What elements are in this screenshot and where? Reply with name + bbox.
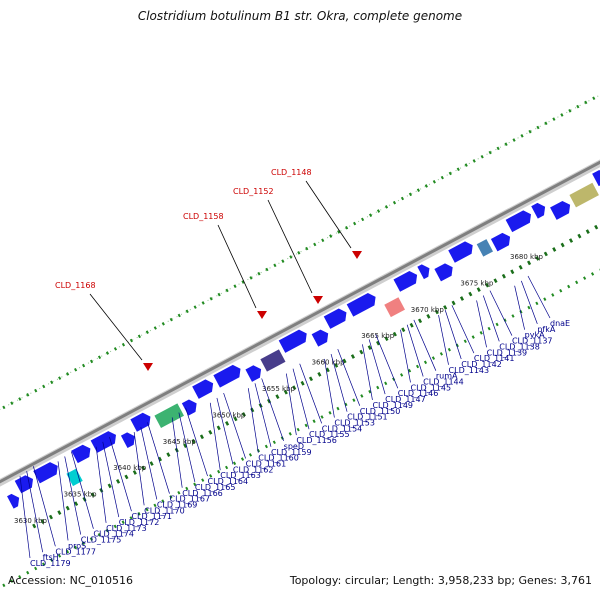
gene-label: CLD_1154 [322,424,363,433]
gene-label: CLD_1155 [309,430,350,439]
scale-label: 3665 kbp [361,332,395,340]
gene-label: CLD_1156 [296,436,337,445]
scale-label: 3650 kbp [212,411,246,419]
gene-label: CLD_1159 [271,448,312,457]
gene-label: CLD_1170 [144,506,185,515]
scale-label: 3680 kbp [510,253,544,261]
scale-label: 3635 kbp [64,491,98,499]
gene-label: CLD_1174 [93,530,134,539]
callout-label: CLD_1148 [271,168,312,177]
scale-label: 3630 kbp [14,517,48,525]
gene-label: CLD_1177 [55,547,96,556]
scale-label: 3640 kbp [113,464,147,472]
gene-label: CLD_1165 [195,483,236,492]
gene-label: CLD_1162 [233,465,274,474]
gene-label: CLD_1137 [512,337,553,346]
scale-label: 3660 kbp [312,359,346,367]
scale-ticks [32,224,599,529]
gene-label: CLD_1163 [220,471,261,480]
scale-label: 3675 kbp [460,279,494,287]
genome-summary-text: Topology: circular; Length: 3,958,233 bp… [289,574,592,587]
figure-title: Clostridium botulinum B1 str. Okra, comp… [137,9,463,23]
gene-label: CLD_1161 [246,459,287,468]
callout-group: CLD_1168 CLD_1158 CLD_1152 CLD_1148 [55,168,362,371]
scale-label: 3645 kbp [163,438,197,446]
gene-label: CLD_1139 [487,348,528,357]
callout-label: CLD_1158 [183,212,224,221]
gene-label: CLD_1164 [208,477,249,486]
gene-label-group: CLD_1179ftsHCLD_1177proSCLD_1175CLD_1174… [19,275,570,568]
gene-label: CLD_1146 [398,389,439,398]
gene-track [7,170,600,509]
gene-label: CLD_1171 [131,512,172,521]
genome-backbone [0,159,600,487]
scale-label-group: 3630 kbp 3635 kbp 3640 kbp 3645 kbp 3650 kbp… [14,253,544,525]
gene-label: ftsH [43,553,59,562]
gene-label: CLD_1138 [499,342,540,351]
accession-text: Accession: NC_010516 [8,574,134,587]
callout-label: CLD_1168 [55,281,96,290]
gene-label: CLD_1172 [119,518,160,527]
gene-label: rumA [436,372,458,381]
gene-label: CLD_1143 [449,366,490,375]
gene-label: CLD_1179 [30,559,71,568]
gene-label: pfkA [537,325,556,334]
callout-label: CLD_1152 [233,187,274,196]
gene-label: CLD_1160 [258,454,299,463]
gene-label: CLD_1142 [461,360,502,369]
gene-label: speD [284,442,304,451]
gene-label: proS [68,541,86,550]
gene-label: CLD_1169 [157,500,198,509]
gene-label: CLD_1141 [474,354,515,363]
gene-label: CLD_1145 [410,383,451,392]
gene-label: CLD_1153 [334,419,375,428]
gene-label: CLD_1149 [372,401,413,410]
gene-label: CLD_1167 [170,495,211,504]
gene-label: pykA [525,331,545,340]
scale-label: 3655 kbp [262,385,296,393]
gene-label: CLD_1147 [385,395,426,404]
gene-label: dnaE [550,319,570,328]
gene-label: CLD_1144 [423,378,464,387]
gene-label: CLD_1173 [106,524,147,533]
gene-label: CLD_1150 [360,407,401,416]
gene-label: CLD_1151 [347,413,388,422]
gc-content-dots [0,93,600,590]
scale-label: 3670 kbp [411,306,445,314]
gene-label: CLD_1175 [81,536,122,545]
gene-label: CLD_1166 [182,489,223,498]
